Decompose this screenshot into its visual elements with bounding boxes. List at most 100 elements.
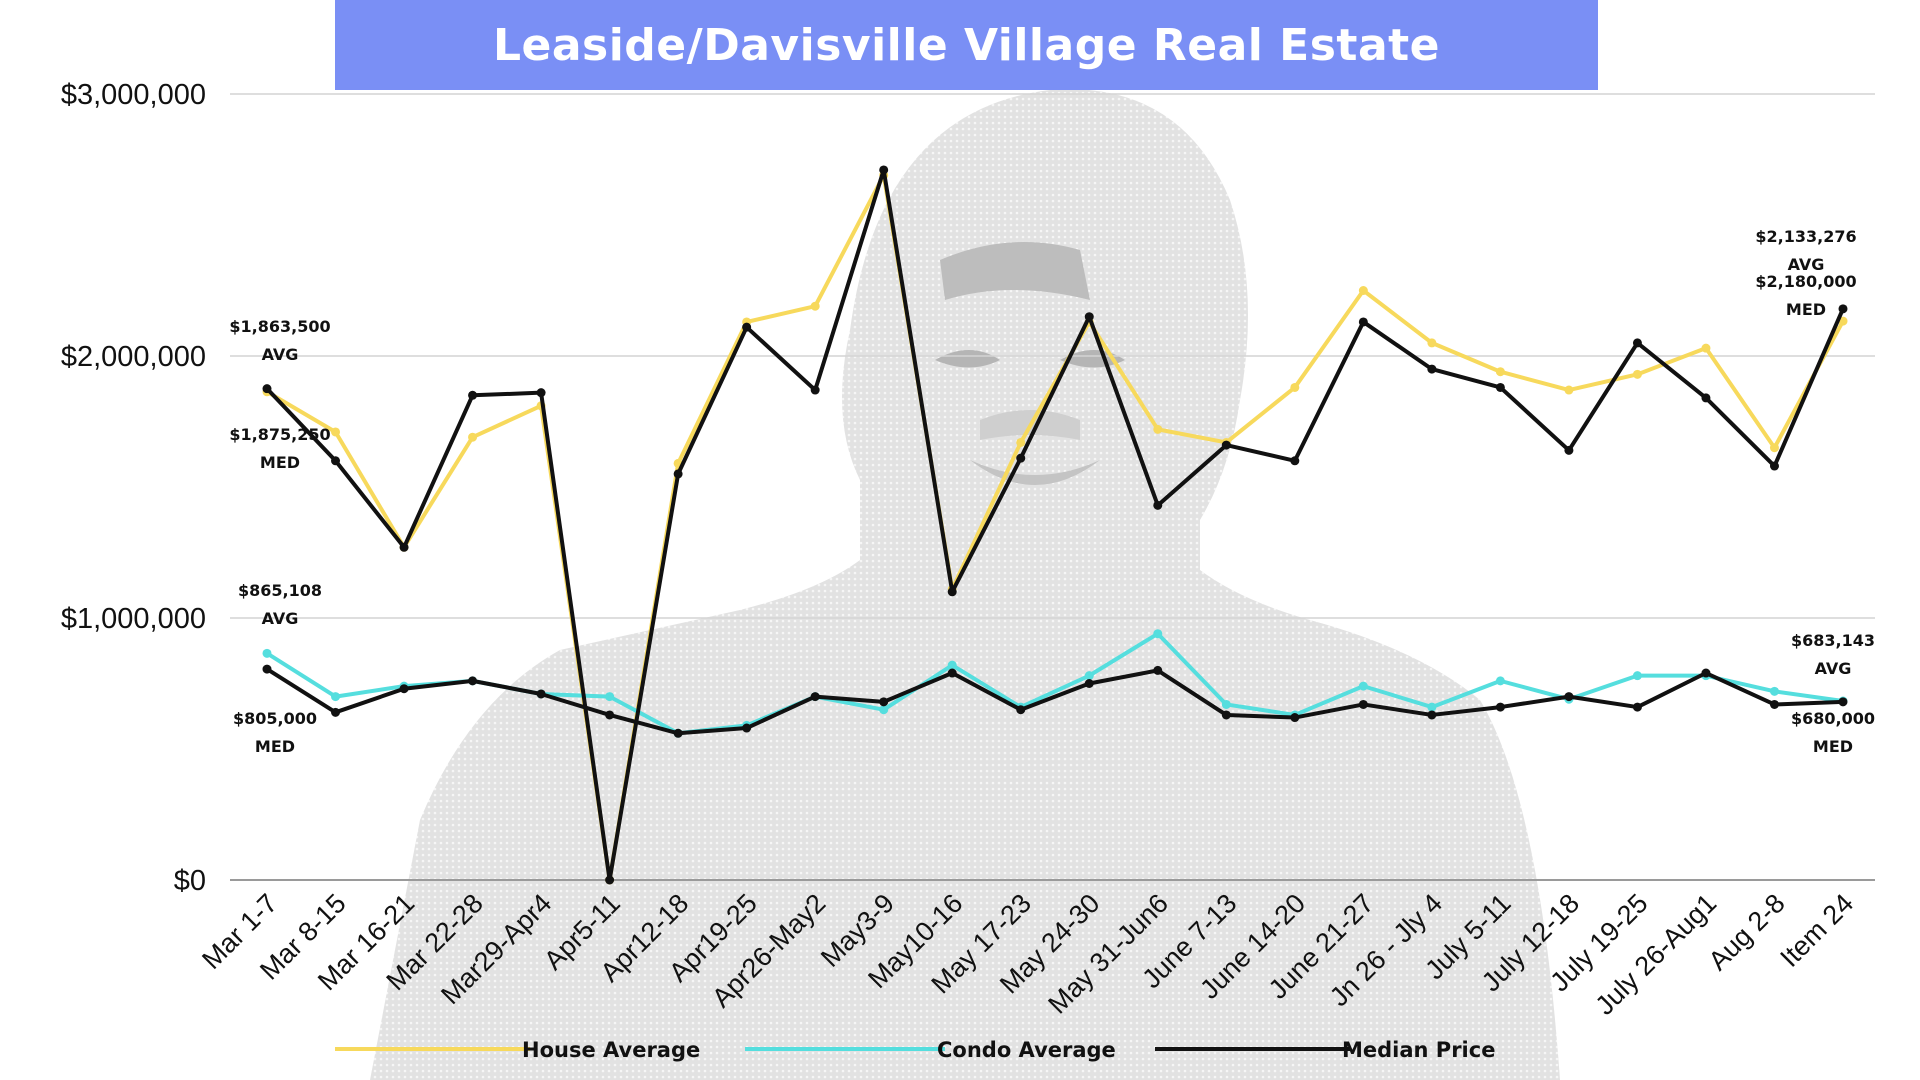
series-2-point-21 (1701, 393, 1711, 403)
annotation-value-6: $683,143 (1791, 631, 1875, 650)
annotation-value-5: $2,180,000 (1755, 272, 1856, 291)
series-2-point-16 (1358, 317, 1368, 327)
legend-label-1: Condo Average (937, 1038, 1116, 1062)
gridlines (230, 93, 1875, 881)
chart-title-banner: Leaside/Davisville Village Real Estate (335, 0, 1598, 90)
y-tick-label-1: $1,000,000 (61, 603, 206, 635)
series-2-point-15 (1290, 456, 1300, 466)
series-3-point-14 (1221, 710, 1231, 720)
series-line-1 (265, 631, 1844, 736)
legend-item-0: House Average (335, 1038, 700, 1062)
series-2 (262, 165, 1848, 885)
series-2-point-13 (1153, 500, 1163, 510)
series-1-point-5 (605, 692, 615, 702)
series-3-point-2 (399, 684, 409, 694)
annotation-value-2: $865,108 (238, 581, 322, 600)
annotation-tag-1: MED (260, 453, 300, 472)
legend: House Average Condo Average Median Price (335, 1038, 1495, 1062)
series-3-point-4 (536, 689, 546, 699)
annotation-6: $683,143 AVG (1791, 631, 1875, 678)
series-2-point-17 (1427, 364, 1437, 374)
series-0-point-22 (1769, 443, 1779, 453)
series-2-point-10 (947, 587, 957, 597)
series-2-point-1 (331, 456, 341, 466)
series-1-point-9 (879, 705, 889, 715)
legend-label-2: Median Price (1342, 1038, 1495, 1062)
annotation-value-3: $805,000 (233, 709, 317, 728)
series-1-point-18 (1495, 676, 1505, 686)
y-tick-label-0: $0 (174, 865, 206, 897)
series-0-point-8 (810, 301, 820, 311)
series-2-point-20 (1632, 338, 1642, 348)
series-1 (262, 629, 1848, 738)
series-1-point-10 (947, 660, 957, 670)
series-0-point-19 (1564, 385, 1574, 395)
series-1-point-17 (1427, 702, 1437, 712)
series-2-point-12 (1084, 312, 1094, 322)
annotation-0: $1,863,500 AVG (229, 317, 330, 364)
annotation-value-4: $2,133,276 (1755, 227, 1856, 246)
annotation-value-0: $1,863,500 (229, 317, 330, 336)
series-lines (262, 165, 1848, 885)
series-2-point-22 (1769, 461, 1779, 471)
x-tick-label-22: Aug 2-8 (1703, 888, 1791, 976)
series-3-point-7 (742, 723, 752, 733)
series-1-point-22 (1769, 686, 1779, 696)
series-0-point-16 (1358, 286, 1368, 295)
series-3-point-5 (605, 710, 615, 720)
annotation-7: $680,000 MED (1791, 709, 1875, 756)
series-2-point-3 (468, 390, 478, 400)
series-2-point-6 (673, 469, 683, 479)
series-2-point-18 (1495, 382, 1505, 392)
series-1-point-1 (331, 692, 341, 702)
x-tick-label-23: Item 24 (1774, 888, 1859, 973)
series-0-point-18 (1495, 367, 1505, 377)
series-3-point-15 (1290, 713, 1300, 723)
series-2-point-0 (262, 384, 272, 394)
series-3-point-21 (1701, 668, 1711, 678)
annotation-tag-0: AVG (262, 345, 299, 364)
series-2-point-19 (1564, 445, 1574, 455)
series-1-point-14 (1221, 699, 1231, 709)
series-line-2 (265, 167, 1845, 882)
annotation-tag-4: AVG (1788, 255, 1825, 274)
series-3-point-6 (673, 728, 683, 738)
annotation-tag-6: AVG (1815, 659, 1852, 678)
series-line-3 (265, 667, 1844, 736)
series-line-0 (265, 173, 1845, 882)
legend-item-2: Median Price (1155, 1038, 1495, 1062)
annotation-value-1: $1,875,250 (229, 425, 330, 444)
annotation-4: $2,133,276 AVG (1755, 227, 1856, 274)
endpoint-annotations: $1,863,500 AVG $1,875,250 MED $865,108 AVG $80… (229, 227, 1875, 756)
series-3-point-20 (1632, 702, 1642, 712)
series-2-point-8 (810, 385, 820, 395)
series-1-point-0 (262, 648, 272, 658)
series-3-point-3 (468, 676, 478, 686)
series-0-point-1 (331, 427, 341, 437)
annotation-tag-5: MED (1786, 300, 1826, 319)
series-0-point-21 (1701, 343, 1711, 353)
series-3-point-19 (1564, 692, 1574, 702)
series-2-point-11 (1016, 453, 1026, 463)
y-axis-ticks: $0 $1,000,000 $2,000,000 $3,000,000 (61, 79, 206, 897)
series-3 (262, 664, 1848, 738)
series-1-point-20 (1632, 671, 1642, 681)
series-1-point-13 (1153, 629, 1163, 639)
series-1-point-12 (1084, 671, 1094, 681)
series-0-point-15 (1290, 382, 1300, 392)
legend-item-1: Condo Average (745, 1038, 1116, 1062)
series-3-point-18 (1495, 702, 1505, 712)
series-0-point-17 (1427, 338, 1437, 348)
annotation-5: $2,180,000 MED (1755, 272, 1856, 319)
annotation-tag-2: AVG (262, 609, 299, 628)
annotation-1: $1,875,250 MED (229, 425, 330, 472)
annotation-2: $865,108 AVG (238, 581, 322, 628)
series-2-point-2 (399, 542, 409, 552)
series-3-point-12 (1084, 679, 1094, 688)
series-3-point-1 (331, 707, 341, 717)
series-3-point-11 (1016, 705, 1026, 715)
annotation-tag-3: MED (255, 737, 295, 756)
series-3-point-10 (947, 668, 957, 678)
annotation-3: $805,000 MED (233, 709, 317, 756)
